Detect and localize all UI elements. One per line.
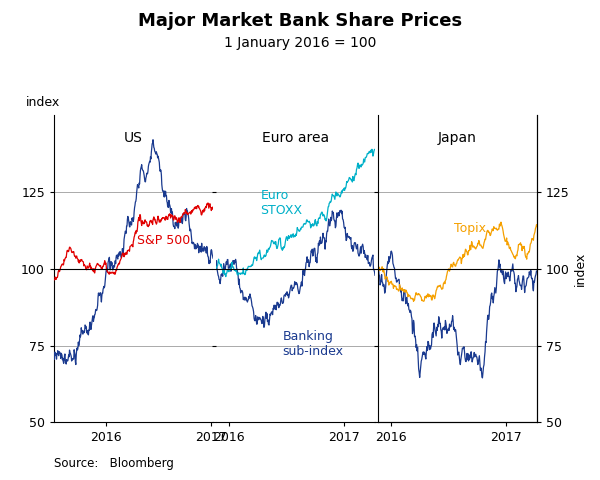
Text: Euro area: Euro area xyxy=(262,131,329,144)
Text: US: US xyxy=(124,131,143,144)
Text: S&P 500: S&P 500 xyxy=(137,234,190,247)
Text: index: index xyxy=(25,96,59,109)
Text: Japan: Japan xyxy=(438,131,477,144)
Y-axis label: index: index xyxy=(574,252,587,286)
Text: Euro
STOXX: Euro STOXX xyxy=(260,189,302,216)
Text: Topix: Topix xyxy=(454,222,487,235)
Text: Source:   Bloomberg: Source: Bloomberg xyxy=(54,457,174,470)
Text: Banking
sub-index: Banking sub-index xyxy=(283,330,344,358)
Text: Major Market Bank Share Prices: Major Market Bank Share Prices xyxy=(138,12,462,30)
Text: 1 January 2016 = 100: 1 January 2016 = 100 xyxy=(224,36,376,50)
